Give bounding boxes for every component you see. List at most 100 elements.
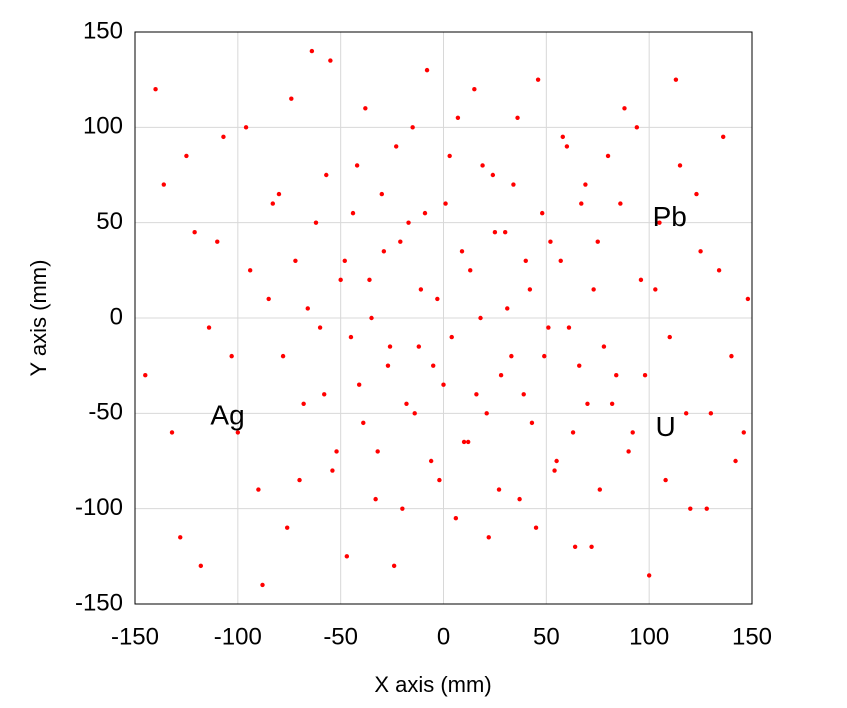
- point: [548, 239, 553, 244]
- x-tick-label: -50: [323, 623, 358, 650]
- point: [424, 67, 430, 73]
- point: [289, 96, 294, 101]
- point: [745, 296, 751, 302]
- point: [673, 77, 679, 82]
- point: [369, 315, 374, 321]
- point: [733, 458, 738, 464]
- point: [338, 277, 343, 283]
- point: [387, 344, 393, 349]
- point: [385, 363, 391, 368]
- plot-frame: [134, 31, 753, 605]
- y-tick-label: -150: [75, 589, 123, 616]
- point: [554, 458, 559, 464]
- point: [527, 287, 533, 292]
- point: [583, 182, 588, 187]
- point: [542, 353, 547, 359]
- y-tick-label: -100: [75, 494, 123, 521]
- point: [704, 506, 709, 511]
- point: [393, 144, 399, 149]
- point: [431, 363, 436, 368]
- annotation: Ag: [210, 400, 244, 431]
- point: [247, 268, 253, 273]
- point: [309, 48, 315, 54]
- point: [605, 153, 611, 159]
- point: [597, 487, 603, 492]
- point: [560, 134, 565, 140]
- point: [630, 430, 635, 435]
- point: [280, 353, 286, 359]
- point: [243, 125, 249, 130]
- point: [558, 258, 563, 263]
- point: [716, 268, 722, 273]
- point: [256, 487, 261, 492]
- point: [521, 392, 526, 397]
- point: [184, 153, 189, 159]
- point: [342, 258, 347, 263]
- point: [235, 430, 241, 435]
- point: [503, 230, 508, 235]
- point: [192, 230, 197, 235]
- point: [496, 487, 502, 492]
- point: [441, 382, 446, 387]
- y-tick-label: 50: [96, 208, 123, 235]
- point: [523, 258, 528, 263]
- point: [614, 373, 619, 378]
- point: [498, 373, 504, 378]
- point: [634, 125, 640, 130]
- point: [533, 525, 539, 530]
- point: [492, 230, 498, 235]
- point: [540, 210, 545, 216]
- point: [515, 115, 520, 121]
- point: [461, 439, 467, 445]
- point: [266, 296, 271, 302]
- point: [642, 373, 648, 378]
- point: [443, 201, 448, 206]
- point: [459, 249, 465, 254]
- point: [361, 420, 366, 426]
- point: [546, 325, 551, 330]
- point: [570, 430, 576, 435]
- point: [354, 163, 360, 168]
- point: [418, 287, 424, 292]
- y-tick-label: 0: [110, 303, 123, 330]
- point: [511, 182, 516, 187]
- point: [153, 87, 158, 92]
- point: [609, 401, 615, 406]
- point: [297, 477, 302, 483]
- point: [698, 249, 703, 254]
- point: [683, 411, 689, 416]
- point: [591, 287, 596, 292]
- point: [618, 201, 623, 206]
- point: [276, 191, 282, 197]
- point: [206, 325, 212, 330]
- point: [577, 363, 582, 368]
- point: [626, 449, 631, 454]
- point: [677, 163, 683, 168]
- x-tick-label: 150: [732, 623, 772, 650]
- point: [638, 277, 644, 283]
- point: [270, 201, 275, 206]
- point: [348, 334, 354, 340]
- point: [391, 563, 397, 569]
- point: [400, 506, 405, 511]
- point: [428, 458, 434, 464]
- point: [622, 106, 627, 111]
- point: [373, 496, 378, 502]
- point: [449, 334, 454, 340]
- point: [284, 525, 290, 530]
- point: [721, 134, 726, 140]
- point: [447, 153, 452, 159]
- x-tick-label: 50: [533, 623, 560, 650]
- point: [422, 210, 428, 216]
- point: [708, 411, 714, 416]
- point: [406, 220, 411, 225]
- point: [322, 392, 327, 397]
- annotation: U: [656, 411, 676, 442]
- point: [667, 334, 672, 340]
- point: [363, 106, 368, 111]
- point: [350, 210, 356, 216]
- point: [657, 220, 662, 225]
- point: [437, 477, 442, 483]
- x-tick-label: -100: [214, 623, 262, 650]
